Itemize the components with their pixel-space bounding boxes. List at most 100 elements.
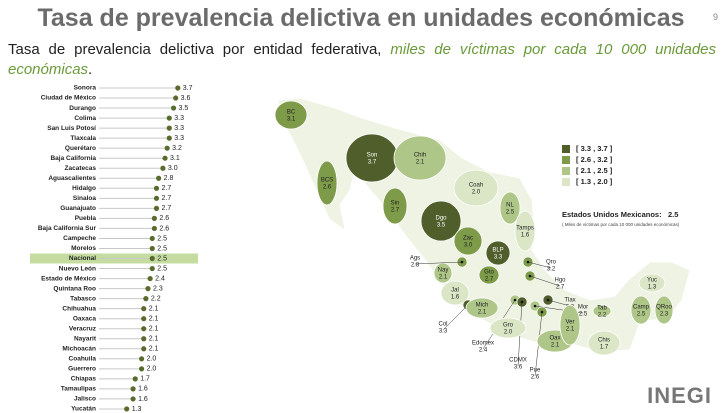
category-label: San Luis Potosí [47, 125, 96, 132]
region [587, 330, 621, 356]
leader-line [527, 261, 552, 269]
category-label: Nacional [69, 255, 96, 262]
national-label: Estados Unidos Mexicanos: [562, 210, 662, 219]
leader-dot [533, 304, 537, 308]
region-value: 2.7 [485, 277, 494, 283]
category-label: Guanajuato [60, 205, 96, 212]
leader-dot [528, 274, 532, 278]
region-value: 2.8 [411, 263, 420, 269]
value-label: 1.3 [132, 406, 142, 413]
dot [151, 215, 157, 221]
category-label: Chihuahua [62, 305, 96, 312]
value-label: 2.5 [157, 265, 167, 272]
region-value: 1.3 [648, 285, 657, 291]
dot [160, 165, 166, 171]
region-label: Qro [546, 260, 557, 266]
category-label: Yucatán [71, 406, 96, 413]
region-value: 1.7 [600, 345, 609, 351]
legend-label: [ 1.3 , 2.0 ] [576, 177, 613, 186]
value-label: 3.3 [174, 135, 184, 142]
region-label: Gto [484, 270, 494, 276]
dot [139, 366, 145, 372]
region-label: Zac [463, 236, 473, 242]
dot [162, 155, 168, 161]
subtitle-text: Tasa de prevalencia delictiva por entida… [8, 41, 382, 58]
region-value: 2.1 [439, 275, 448, 281]
region-label: Dgo [435, 216, 447, 222]
region-value: 1.6 [521, 233, 530, 239]
region-label: Coah [469, 183, 483, 189]
value-label: 3.5 [179, 105, 189, 112]
region [638, 273, 666, 293]
category-label: Nayarit [74, 335, 97, 342]
region-value: 2.1 [416, 160, 425, 166]
leader-line [414, 261, 463, 265]
region-value: 2.1 [478, 310, 487, 316]
dot [145, 286, 151, 292]
region [592, 304, 612, 318]
region [465, 297, 499, 319]
category-label: Jalisco [74, 396, 96, 403]
dot [130, 396, 136, 402]
category-label: Estado de México [41, 275, 96, 282]
region-value: 3.3 [439, 329, 448, 335]
category-label: Aguascalientes [48, 175, 96, 182]
subtitle: Tasa de prevalencia delictiva por entida… [8, 40, 716, 80]
dot [164, 145, 170, 151]
dot [130, 386, 136, 392]
dot [132, 376, 138, 382]
region [393, 135, 447, 181]
value-label: 2.7 [162, 195, 172, 202]
region-label: Hgo [554, 278, 566, 284]
region-label: Camp [633, 305, 650, 311]
region-value: 2.5 [637, 312, 646, 318]
region-value: 2.5 [506, 210, 515, 216]
category-label: Nuevo León [59, 265, 96, 272]
region-value: 2.6 [531, 375, 540, 381]
region-label: Chih [414, 153, 426, 159]
value-label: 2.4 [155, 275, 165, 282]
value-label: 3.7 [183, 85, 193, 92]
region-label: Oax [549, 336, 560, 342]
value-label: 2.5 [157, 235, 167, 242]
region-value: 2.0 [504, 330, 513, 336]
region [440, 280, 470, 306]
category-label: Colima [74, 115, 96, 122]
dot [149, 265, 155, 272]
region-value: 2.1 [551, 343, 560, 349]
dot [166, 125, 172, 131]
region-label: Jal [451, 288, 459, 294]
region-label: Gro [503, 323, 514, 329]
logo: INEGI [647, 383, 712, 408]
value-label: 2.6 [159, 225, 169, 232]
region-label: Mor [578, 305, 588, 311]
region [485, 240, 511, 266]
category-label: Michoacán [62, 345, 96, 352]
region [489, 317, 527, 339]
category-label: Puebla [75, 215, 97, 222]
value-label: 2.0 [147, 366, 157, 373]
region-value: 3.2 [547, 267, 556, 273]
region-value: 3.1 [287, 117, 296, 123]
region [420, 200, 462, 242]
region-label: Yuc [647, 278, 657, 284]
category-label: Querétaro [65, 145, 96, 152]
category-label: Hidalgo [72, 185, 96, 192]
region-label: Pue [530, 368, 541, 374]
value-label: 2.7 [162, 185, 172, 192]
dot [141, 306, 147, 312]
dot [124, 406, 130, 412]
dot [149, 235, 155, 242]
region-label: Tlax [564, 298, 575, 304]
category-label: Zacatecas [65, 165, 97, 172]
dot [141, 346, 147, 352]
region-value: 2.6 [323, 185, 332, 191]
value-label: 2.6 [159, 215, 169, 222]
legend-swatch [562, 178, 570, 186]
dot [166, 115, 172, 121]
value-label: 1.6 [138, 396, 148, 403]
category-label: Coahuila [69, 356, 97, 363]
region-label: Sin [391, 201, 400, 207]
subtitle-end: . [88, 61, 93, 78]
legend-label: [ 3.3 , 3.7 ] [576, 144, 613, 153]
